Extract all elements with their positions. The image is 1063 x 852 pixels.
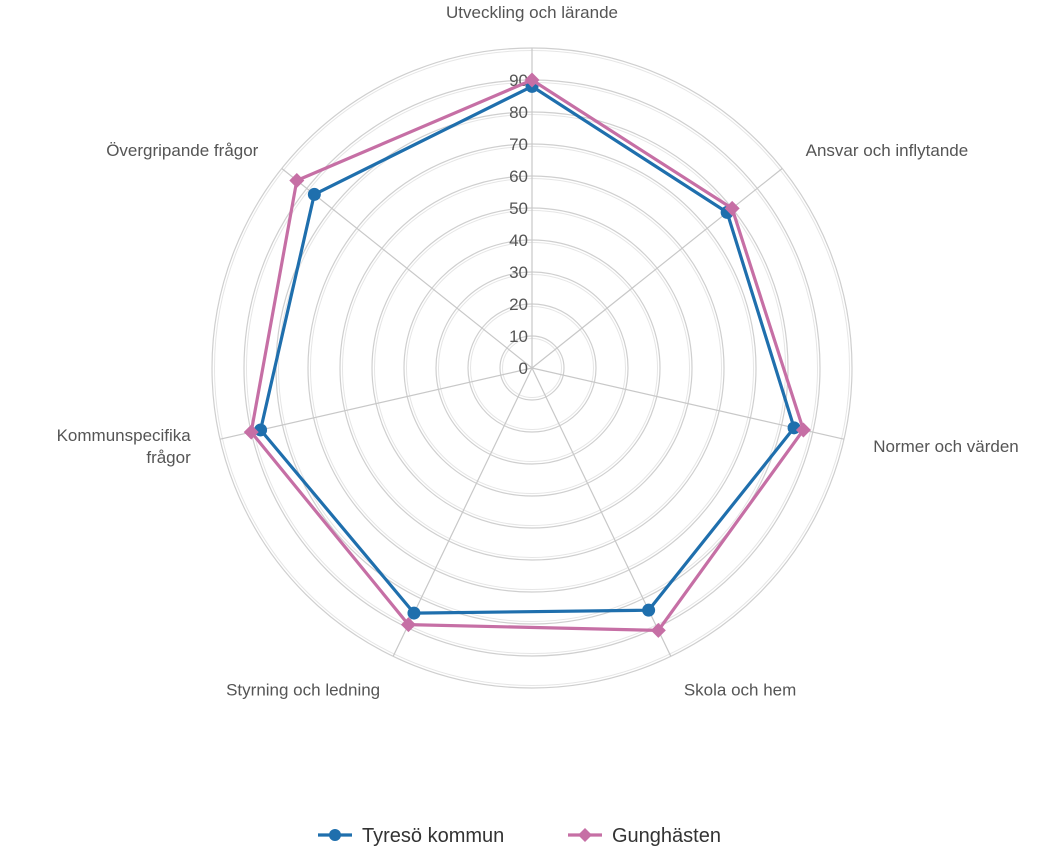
category-label: Övergripande frågor bbox=[106, 141, 258, 160]
data-point[interactable] bbox=[243, 424, 259, 440]
category-label: frågor bbox=[146, 448, 191, 467]
spokes bbox=[219, 48, 845, 657]
data-point[interactable] bbox=[642, 603, 656, 617]
data-point[interactable] bbox=[524, 72, 540, 88]
series-line bbox=[259, 84, 796, 615]
category-label: Utveckling och lärande bbox=[446, 3, 618, 22]
legend-label: Tyresö kommun bbox=[362, 825, 504, 847]
category-label: Normer och värden bbox=[873, 437, 1019, 456]
legend-item-1[interactable]: Tyresö kommun bbox=[318, 825, 504, 847]
grid bbox=[211, 47, 853, 689]
radial-tick-label: 20 bbox=[509, 295, 528, 314]
legend-marker bbox=[329, 829, 341, 841]
category-label: Skola och hem bbox=[684, 680, 796, 699]
category-label: Ansvar och inflytande bbox=[806, 141, 969, 160]
spoke-line bbox=[531, 168, 783, 369]
category-label: Styrning och ledning bbox=[226, 680, 380, 699]
series-2 bbox=[243, 72, 811, 638]
spoke-line bbox=[281, 168, 533, 369]
legend-label: Gunghästen bbox=[612, 825, 721, 847]
legend-marker bbox=[578, 828, 592, 842]
category-label: Kommunspecifika bbox=[57, 426, 192, 445]
data-point[interactable] bbox=[650, 622, 666, 638]
category-labels: Utveckling och lärande Ansvar och inflyta… bbox=[57, 3, 1019, 699]
radial-tick-label: 70 bbox=[509, 135, 528, 154]
radial-tick-label: 50 bbox=[509, 199, 528, 218]
data-point[interactable] bbox=[407, 606, 421, 620]
radial-tick-label: 80 bbox=[509, 103, 528, 122]
series-line bbox=[249, 78, 806, 633]
data-point[interactable] bbox=[400, 617, 416, 633]
legend-item-2[interactable]: Gunghästen bbox=[568, 825, 721, 847]
radial-tick-label: 10 bbox=[509, 327, 528, 346]
radial-tick-label: 40 bbox=[509, 231, 528, 250]
radial-tick-label: 0 bbox=[519, 359, 528, 378]
spoke-line bbox=[219, 367, 533, 440]
data-point[interactable] bbox=[307, 187, 321, 201]
legend: Tyresö kommun Gunghästen bbox=[318, 825, 721, 847]
data-point[interactable] bbox=[724, 200, 740, 216]
data-point[interactable] bbox=[289, 172, 305, 188]
series bbox=[243, 72, 811, 638]
data-point[interactable] bbox=[795, 422, 811, 438]
radial-tick-label: 30 bbox=[509, 263, 528, 282]
radial-tick-label: 60 bbox=[509, 167, 528, 186]
